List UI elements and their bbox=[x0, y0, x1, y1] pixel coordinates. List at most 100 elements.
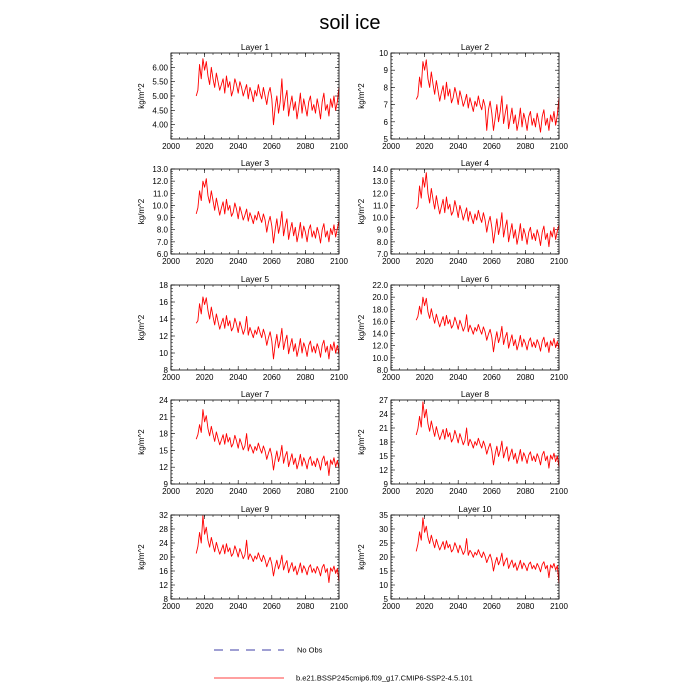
x-tick-label: 2000 bbox=[162, 602, 180, 611]
y-tick-label: 12 bbox=[159, 332, 168, 341]
x-tick-label: 2080 bbox=[517, 257, 535, 266]
y-tick-label: 28 bbox=[159, 525, 168, 534]
y-tick-label: 16 bbox=[159, 298, 168, 307]
x-tick-label: 2020 bbox=[416, 142, 434, 151]
x-tick-label: 2020 bbox=[196, 257, 214, 266]
y-tick-label: 30 bbox=[379, 525, 388, 534]
x-tick-label: 2080 bbox=[517, 373, 535, 382]
x-tick-label: 2060 bbox=[263, 142, 281, 151]
y-tick-label: 12.0 bbox=[372, 189, 388, 198]
y-axis-label: kg/m^2 bbox=[357, 429, 366, 455]
x-tick-label: 2000 bbox=[162, 487, 180, 496]
y-axis-label: kg/m^2 bbox=[137, 429, 146, 455]
x-tick-label: 2100 bbox=[330, 602, 348, 611]
x-tick-label: 2040 bbox=[229, 373, 247, 382]
x-tick-label: 2040 bbox=[229, 257, 247, 266]
plot-frame bbox=[170, 284, 340, 371]
y-tick-label: 22.0 bbox=[372, 281, 388, 290]
y-tick-label: 15 bbox=[159, 446, 168, 455]
y-tick-label: 16.0 bbox=[372, 317, 388, 326]
y-tick-label: 9 bbox=[164, 480, 169, 489]
panel-4: Layer 4 2000 2020 2040 2060 2080 2100 7.0 8.0 9.0… bbox=[357, 158, 568, 266]
x-tick-label: 2020 bbox=[416, 257, 434, 266]
x-tick-label: 2060 bbox=[483, 257, 501, 266]
y-tick-label: 12.0 bbox=[152, 177, 168, 186]
panel-title: Layer 2 bbox=[461, 42, 490, 52]
series-line-model bbox=[415, 172, 560, 248]
y-tick-label: 18.0 bbox=[372, 305, 388, 314]
series-line-model bbox=[195, 296, 340, 360]
series-line-model bbox=[195, 515, 340, 583]
y-tick-label: 21 bbox=[159, 413, 168, 422]
x-tick-label: 2000 bbox=[382, 257, 400, 266]
panel-title: Layer 1 bbox=[241, 42, 270, 52]
plot-frame bbox=[390, 399, 560, 485]
y-tick-label: 10 bbox=[159, 349, 168, 358]
y-tick-label: 4.50 bbox=[152, 106, 168, 115]
y-tick-label: 8 bbox=[384, 83, 389, 92]
figure-title: soil ice bbox=[319, 12, 380, 34]
x-tick-label: 2000 bbox=[162, 142, 180, 151]
y-tick-label: 10.0 bbox=[372, 214, 388, 223]
y-tick-label: 10 bbox=[379, 49, 388, 58]
y-tick-label: 12 bbox=[159, 581, 168, 590]
y-axis-label: kg/m^2 bbox=[357, 544, 366, 570]
plot-frame bbox=[170, 514, 340, 600]
x-tick-label: 2040 bbox=[229, 487, 247, 496]
x-tick-label: 2020 bbox=[196, 373, 214, 382]
x-tick-label: 2040 bbox=[229, 602, 247, 611]
y-tick-label: 10 bbox=[379, 581, 388, 590]
x-tick-label: 2040 bbox=[449, 373, 467, 382]
x-tick-label: 2020 bbox=[416, 373, 434, 382]
series-line-model bbox=[415, 517, 560, 584]
x-tick-label: 2040 bbox=[229, 142, 247, 151]
x-tick-label: 2080 bbox=[517, 142, 535, 151]
x-tick-label: 2100 bbox=[550, 602, 568, 611]
y-tick-label: 6.00 bbox=[152, 63, 168, 72]
x-tick-label: 2040 bbox=[449, 257, 467, 266]
y-axis-label: kg/m^2 bbox=[137, 198, 146, 224]
panel-10: Layer 10 2000 2020 2040 2060 2080 2100 5 10 15 20 2… bbox=[357, 504, 568, 611]
x-tick-label: 2000 bbox=[162, 373, 180, 382]
panel-3: Layer 3 2000 2020 2040 2060 2080 2100 6.0 7.0 8.0… bbox=[137, 158, 348, 266]
x-tick-label: 2060 bbox=[263, 257, 281, 266]
x-tick-label: 2000 bbox=[382, 142, 400, 151]
x-tick-label: 2100 bbox=[550, 373, 568, 382]
plot-frame bbox=[390, 514, 560, 600]
y-tick-label: 35 bbox=[379, 511, 388, 520]
y-tick-label: 25 bbox=[379, 539, 388, 548]
panel-title: Layer 9 bbox=[241, 504, 270, 514]
y-tick-label: 15 bbox=[379, 567, 388, 576]
y-tick-label: 9 bbox=[384, 66, 389, 75]
y-axis-label: kg/m^2 bbox=[357, 198, 366, 224]
y-tick-label: 21 bbox=[379, 424, 388, 433]
x-tick-label: 2080 bbox=[297, 373, 315, 382]
panel-9: Layer 9 2000 2020 2040 2060 2080 2100 8 12 16 20 24… bbox=[137, 504, 348, 611]
plot-frame bbox=[390, 52, 560, 140]
y-tick-label: 8.0 bbox=[377, 366, 389, 375]
series-line-model bbox=[415, 401, 560, 469]
x-tick-label: 2000 bbox=[382, 602, 400, 611]
x-tick-label: 2040 bbox=[449, 142, 467, 151]
panel-1: Layer 1 2000 2020 2040 2060 2080 2100 4.00 4.50 5… bbox=[137, 42, 348, 151]
y-tick-label: 9.0 bbox=[377, 226, 389, 235]
y-tick-label: 20 bbox=[159, 553, 168, 562]
y-tick-label: 13.0 bbox=[372, 177, 388, 186]
y-tick-label: 18 bbox=[159, 430, 168, 439]
plot-frame bbox=[390, 168, 560, 255]
y-tick-label: 32 bbox=[159, 511, 168, 520]
y-tick-label: 14.0 bbox=[372, 165, 388, 174]
x-tick-label: 2060 bbox=[263, 602, 281, 611]
y-tick-label: 10.0 bbox=[152, 201, 168, 210]
x-tick-label: 2100 bbox=[330, 142, 348, 151]
panel-5: Layer 5 2000 2020 2040 2060 2080 2100 8 10 12 14 16… bbox=[137, 274, 348, 382]
y-tick-label: 8 bbox=[164, 595, 169, 604]
x-tick-label: 2100 bbox=[550, 257, 568, 266]
panel-7: Layer 7 2000 2020 2040 2060 2080 2100 9 12 15 18 21… bbox=[137, 389, 348, 496]
x-tick-label: 2080 bbox=[297, 257, 315, 266]
plot-frame bbox=[170, 168, 340, 255]
y-tick-label: 5.50 bbox=[152, 78, 168, 87]
x-tick-label: 2020 bbox=[196, 487, 214, 496]
